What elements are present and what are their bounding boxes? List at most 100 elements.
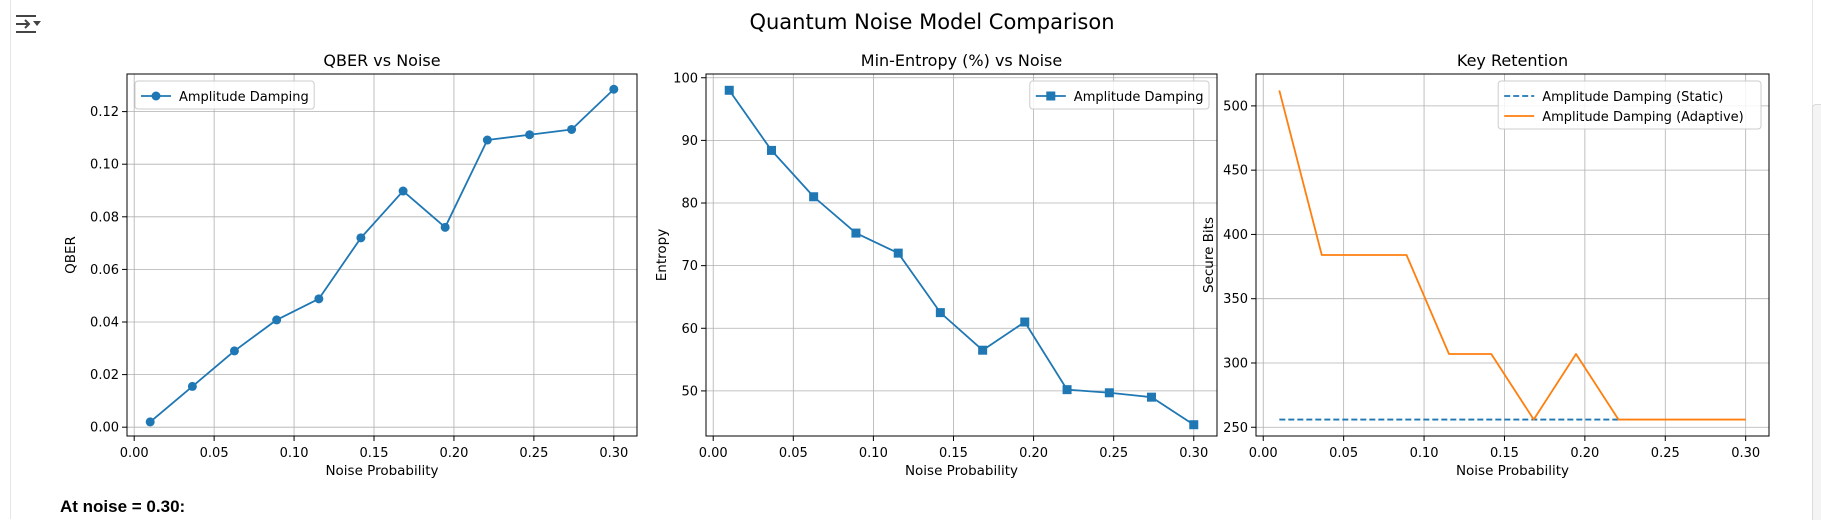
plot-frame	[126, 73, 638, 437]
x-tick-label: 0.20	[1019, 446, 1048, 461]
x-tick-label: 0.20	[1570, 446, 1599, 461]
y-axis-label: QBER	[63, 236, 79, 274]
y-tick-label: 0.00	[90, 421, 119, 436]
x-axis-label: Noise Probability	[905, 463, 1018, 479]
x-tick-label: 0.05	[779, 446, 808, 461]
plot-frame	[1255, 73, 1770, 437]
y-tick-label: 250	[1223, 421, 1248, 436]
x-tick-label: 0.30	[1179, 446, 1208, 461]
y-tick-label: 100	[673, 71, 698, 86]
data-point	[609, 84, 619, 94]
chart-panel-1: QBER vs Noise 0.00 0.05 0.10 0.15 0.20 0.25 0.3…	[63, 51, 638, 479]
y-tick-label: 0.06	[90, 263, 119, 278]
x-tick-label: 0.00	[1249, 446, 1278, 461]
series-line	[1278, 90, 1746, 421]
data-point	[356, 233, 366, 243]
data-point	[767, 145, 777, 155]
legend-label: Amplitude Damping	[1074, 90, 1204, 105]
plot-frame	[705, 73, 1218, 437]
y-axis-label: Entropy	[654, 229, 670, 281]
data-point	[398, 186, 408, 196]
x-axis-label: Noise Probability	[325, 463, 438, 479]
x-tick-label: 0.25	[519, 446, 548, 461]
x-tick-label: 0.00	[120, 446, 149, 461]
data-point	[567, 124, 577, 134]
data-point	[1104, 388, 1114, 398]
x-tick-label: 0.10	[280, 446, 309, 461]
data-point	[1062, 385, 1072, 395]
data-point	[440, 222, 450, 232]
chart-title: QBER vs Noise	[323, 51, 440, 70]
scrollbar-thumb[interactable]	[1812, 104, 1821, 520]
data-point	[851, 228, 861, 238]
figure-title: Quantum Noise Model Comparison	[749, 10, 1114, 34]
data-point	[1189, 420, 1199, 430]
data-point	[935, 308, 945, 318]
data-point	[482, 135, 492, 145]
data-point	[1020, 317, 1030, 327]
legend-box	[1497, 80, 1762, 130]
legend-box	[134, 80, 315, 110]
x-tick-label: 0.30	[599, 446, 628, 461]
y-tick-label: 0.10	[90, 158, 119, 173]
series-line	[149, 88, 615, 423]
y-tick-label: 450	[1223, 164, 1248, 179]
y-tick-label: 500	[1223, 99, 1248, 114]
x-tick-label: 0.05	[1329, 446, 1358, 461]
cell-left-border	[0, 0, 11, 519]
data-point	[187, 381, 197, 391]
data-point	[978, 345, 988, 355]
x-tick-label: 0.10	[1410, 446, 1439, 461]
x-tick-label: 0.00	[699, 446, 728, 461]
y-tick-label: 80	[681, 197, 698, 212]
x-tick-label: 0.15	[939, 446, 968, 461]
y-tick-label: 0.08	[90, 210, 119, 225]
data-point	[272, 315, 282, 325]
x-tick-label: 0.10	[859, 446, 888, 461]
legend-marker	[1046, 91, 1056, 101]
chart-title: Key Retention	[1457, 51, 1568, 70]
y-tick-label: 50	[681, 384, 698, 399]
y-tick-label: 70	[681, 259, 698, 274]
legend-label: Amplitude Damping (Adaptive)	[1542, 110, 1744, 125]
y-tick-label: 350	[1223, 292, 1248, 307]
y-tick-label: 60	[681, 322, 698, 337]
y-tick-label: 0.02	[90, 368, 119, 383]
data-point	[809, 192, 819, 202]
legend: Amplitude Damping	[1029, 80, 1210, 110]
chart-panel-3: Key Retention 0.00 0.05 0.10 0.15 0.20 0.25 0.3…	[1201, 51, 1770, 479]
x-tick-label: 0.15	[360, 446, 389, 461]
x-tick-label: 0.15	[1490, 446, 1519, 461]
figure: Quantum Noise Model Comparison QBER vs N…	[63, 10, 1770, 479]
chart-title: Min-Entropy (%) vs Noise	[861, 51, 1062, 70]
data-point	[229, 346, 239, 356]
legend-label: Amplitude Damping	[179, 90, 309, 105]
x-tick-label: 0.25	[1651, 446, 1680, 461]
legend-box	[1029, 80, 1210, 110]
noise-summary-heading: At noise = 0.30:	[60, 497, 186, 516]
data-point	[893, 248, 903, 258]
data-point	[525, 130, 535, 140]
y-tick-label: 0.04	[90, 315, 119, 330]
data-point	[314, 294, 324, 304]
y-tick-label: 90	[681, 134, 698, 149]
chart-panel-2: Min-Entropy (%) vs Noise 0.00 0.05 0.10 0.15…	[654, 51, 1218, 479]
y-tick-label: 0.12	[90, 105, 119, 120]
x-axis-label: Noise Probability	[1456, 463, 1569, 479]
data-point	[145, 417, 155, 427]
x-tick-label: 0.25	[1099, 446, 1128, 461]
legend-label: Amplitude Damping (Static)	[1542, 90, 1723, 105]
y-tick-label: 300	[1223, 356, 1248, 371]
legend: Amplitude Damping (Static) Amplitude Damp…	[1497, 80, 1762, 130]
collapse-output-icon[interactable]	[14, 12, 42, 36]
x-tick-label: 0.20	[439, 446, 468, 461]
x-tick-label: 0.30	[1731, 446, 1760, 461]
legend-marker	[151, 91, 161, 101]
series-line	[728, 89, 1195, 426]
data-point	[1146, 392, 1156, 402]
x-tick-label: 0.05	[200, 446, 229, 461]
y-tick-label: 400	[1223, 228, 1248, 243]
data-point	[724, 85, 734, 95]
y-axis-label: Secure Bits	[1201, 217, 1217, 293]
legend: Amplitude Damping	[134, 80, 315, 110]
